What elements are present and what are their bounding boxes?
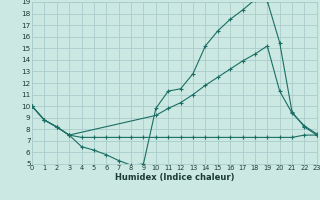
X-axis label: Humidex (Indice chaleur): Humidex (Indice chaleur): [115, 173, 234, 182]
